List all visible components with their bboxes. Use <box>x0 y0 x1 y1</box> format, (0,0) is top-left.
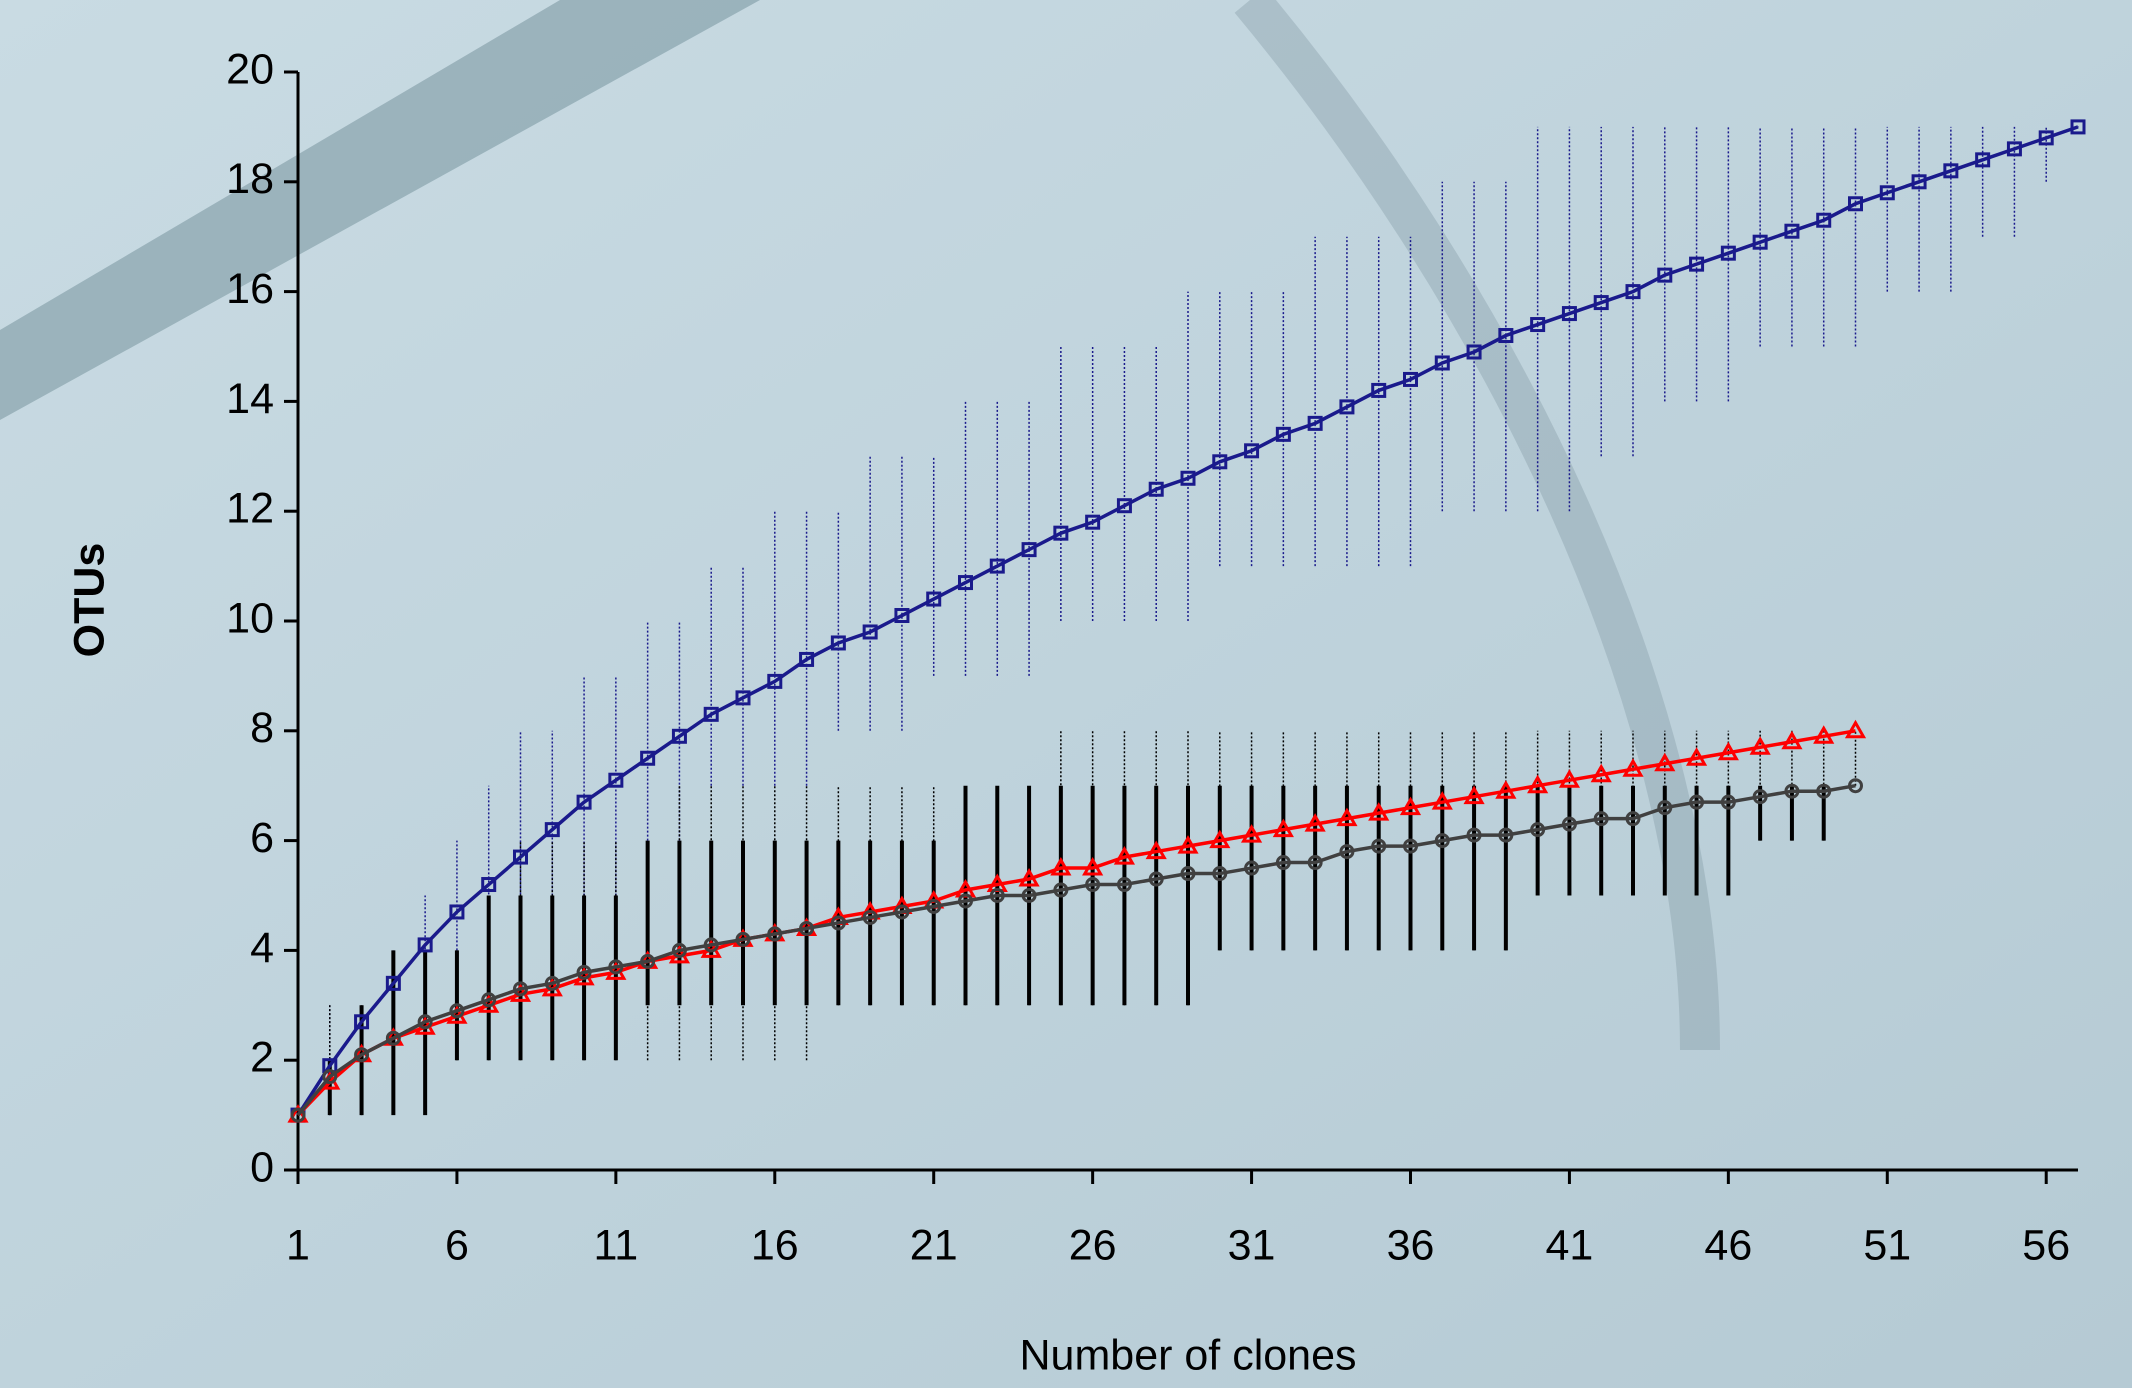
x-tick-label: 11 <box>594 1221 639 1269</box>
x-tick-label: 36 <box>1387 1221 1435 1269</box>
x-tick-label: 56 <box>2022 1221 2070 1269</box>
x-tick-label: 16 <box>751 1221 799 1269</box>
y-tick-label: 16 <box>226 265 274 313</box>
y-tick-label: 12 <box>226 485 274 533</box>
x-axis-title: Number of clones <box>1020 1331 1357 1379</box>
y-tick-label: 20 <box>226 45 274 93</box>
y-tick-label: 0 <box>250 1143 274 1191</box>
x-tick-label: 41 <box>1546 1221 1594 1269</box>
y-tick-label: 8 <box>250 704 274 752</box>
x-tick-label: 6 <box>445 1221 469 1269</box>
x-tick-label: 51 <box>1863 1221 1911 1269</box>
x-tick-label: 21 <box>910 1221 958 1269</box>
x-tick-label: 1 <box>286 1221 310 1269</box>
y-tick-label: 18 <box>226 155 274 203</box>
x-tick-label: 26 <box>1069 1221 1117 1269</box>
y-tick-label: 6 <box>250 814 274 862</box>
x-tick-label: 31 <box>1228 1221 1276 1269</box>
y-tick-label: 2 <box>250 1034 274 1082</box>
y-axis-title: OTUs <box>65 543 113 658</box>
y-tick-label: 10 <box>226 594 274 642</box>
y-tick-label: 14 <box>226 375 274 423</box>
page: Number of clones OTUs 024681012141618201… <box>0 0 2132 1388</box>
x-tick-label: 46 <box>1704 1221 1752 1269</box>
chart: Number of clones OTUs 024681012141618201… <box>0 0 2132 1388</box>
y-tick-label: 4 <box>250 924 274 972</box>
